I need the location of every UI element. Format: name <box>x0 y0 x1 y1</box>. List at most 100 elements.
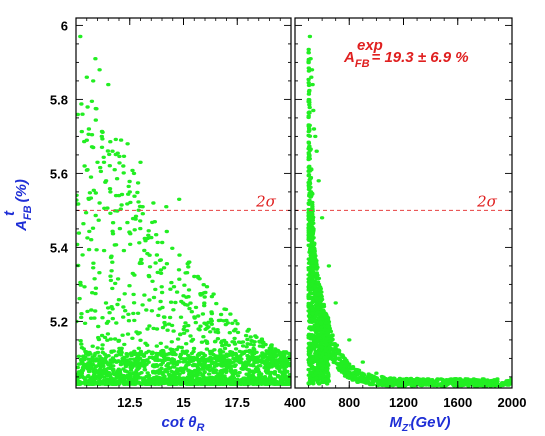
scatter-point <box>318 286 323 290</box>
scatter-point <box>193 305 199 310</box>
scatter-point <box>178 366 184 370</box>
scatter-point <box>336 362 341 366</box>
scatter-point <box>227 382 233 386</box>
scatter-point <box>306 115 311 120</box>
scatter-point <box>159 376 164 380</box>
scatter-point <box>95 364 100 368</box>
scatter-point <box>274 382 279 386</box>
scatter-point <box>105 149 111 153</box>
scatter-point <box>444 380 450 384</box>
scatter-point <box>82 321 88 325</box>
scatter-point <box>118 362 124 367</box>
scatter-point <box>135 181 141 185</box>
scatter-point <box>231 329 237 333</box>
scatter-point <box>82 285 87 289</box>
scatter-point <box>214 364 219 368</box>
scatter-point <box>110 229 115 233</box>
scatter-point <box>161 315 167 319</box>
scatter-point <box>310 191 315 196</box>
scatter-point <box>146 349 151 353</box>
scatter-point <box>183 360 188 364</box>
scatter-point <box>327 326 332 331</box>
scatter-point <box>105 306 111 310</box>
scatter-point <box>264 349 269 353</box>
left-sigma-label: 2σ <box>255 192 277 210</box>
scatter-point <box>313 134 318 139</box>
scatter-point <box>169 369 174 374</box>
scatter-point <box>178 332 183 336</box>
scatter-point <box>272 353 277 358</box>
scatter-point <box>114 360 119 364</box>
scatter-point <box>202 370 207 374</box>
scatter-point <box>186 362 191 367</box>
scatter-point <box>311 271 316 275</box>
scatter-point <box>93 213 98 218</box>
scatter-point <box>197 381 202 386</box>
scatter-point <box>322 315 328 319</box>
y-axis-title-sup: t <box>1 210 18 216</box>
scatter-point <box>91 145 96 150</box>
scatter-point <box>312 249 317 253</box>
scatter-point <box>81 364 87 369</box>
scatter-point <box>254 358 259 362</box>
scatter-point <box>262 352 267 357</box>
scatter-point <box>318 362 323 366</box>
scatter-point <box>233 351 238 356</box>
scatter-point <box>93 309 98 313</box>
scatter-point <box>121 305 126 309</box>
scatter-point <box>237 382 242 386</box>
scatter-point <box>144 308 149 312</box>
scatter-point <box>127 230 132 234</box>
scatter-point <box>308 210 313 214</box>
scatter-point <box>325 363 330 367</box>
scatter-point <box>101 160 107 164</box>
scatter-point <box>309 75 314 79</box>
scatter-point <box>146 233 151 237</box>
scatter-point <box>229 350 235 354</box>
scatter-point <box>82 164 87 168</box>
scatter-point <box>209 322 214 326</box>
scatter-point <box>133 378 139 382</box>
scatter-point <box>311 345 316 349</box>
scatter-point <box>138 349 144 354</box>
scatter-point <box>333 345 338 349</box>
scatter-point <box>216 354 221 358</box>
scatter-point <box>102 358 107 363</box>
scatter-point <box>316 179 321 183</box>
scatter-point <box>204 376 210 380</box>
scatter-point <box>130 336 135 340</box>
scatter-point <box>138 219 143 223</box>
scatter-point <box>151 295 157 300</box>
scatter-point <box>98 375 103 379</box>
scatter-point <box>79 370 84 374</box>
scatter-point <box>306 165 311 170</box>
scatter-point <box>434 383 439 388</box>
scatter-point <box>157 368 162 372</box>
scatter-point <box>174 362 180 367</box>
scatter-point <box>127 179 132 184</box>
scatter-point <box>311 327 317 331</box>
scatter-point <box>118 360 123 364</box>
scatter-point <box>306 233 311 237</box>
scatter-point <box>272 370 278 374</box>
scatter-point <box>167 315 173 320</box>
scatter-point <box>96 335 101 340</box>
scatter-point <box>115 277 121 281</box>
scatter-point <box>80 112 85 116</box>
scatter-point <box>212 348 217 352</box>
scatter-point <box>201 362 206 366</box>
scatter-point <box>89 308 94 312</box>
scatter-point <box>127 190 132 194</box>
scatter-point <box>313 284 318 288</box>
scatter-point <box>269 343 274 347</box>
scatter-point <box>160 372 165 376</box>
scatter-point <box>218 348 223 352</box>
scatter-point <box>311 127 317 131</box>
scatter-point <box>320 366 325 370</box>
scatter-point <box>313 358 318 362</box>
scatter-point <box>170 348 175 352</box>
scatter-point <box>107 187 113 191</box>
scatter-point <box>142 378 147 383</box>
scatter-point <box>233 369 238 373</box>
scatter-point <box>241 376 246 380</box>
